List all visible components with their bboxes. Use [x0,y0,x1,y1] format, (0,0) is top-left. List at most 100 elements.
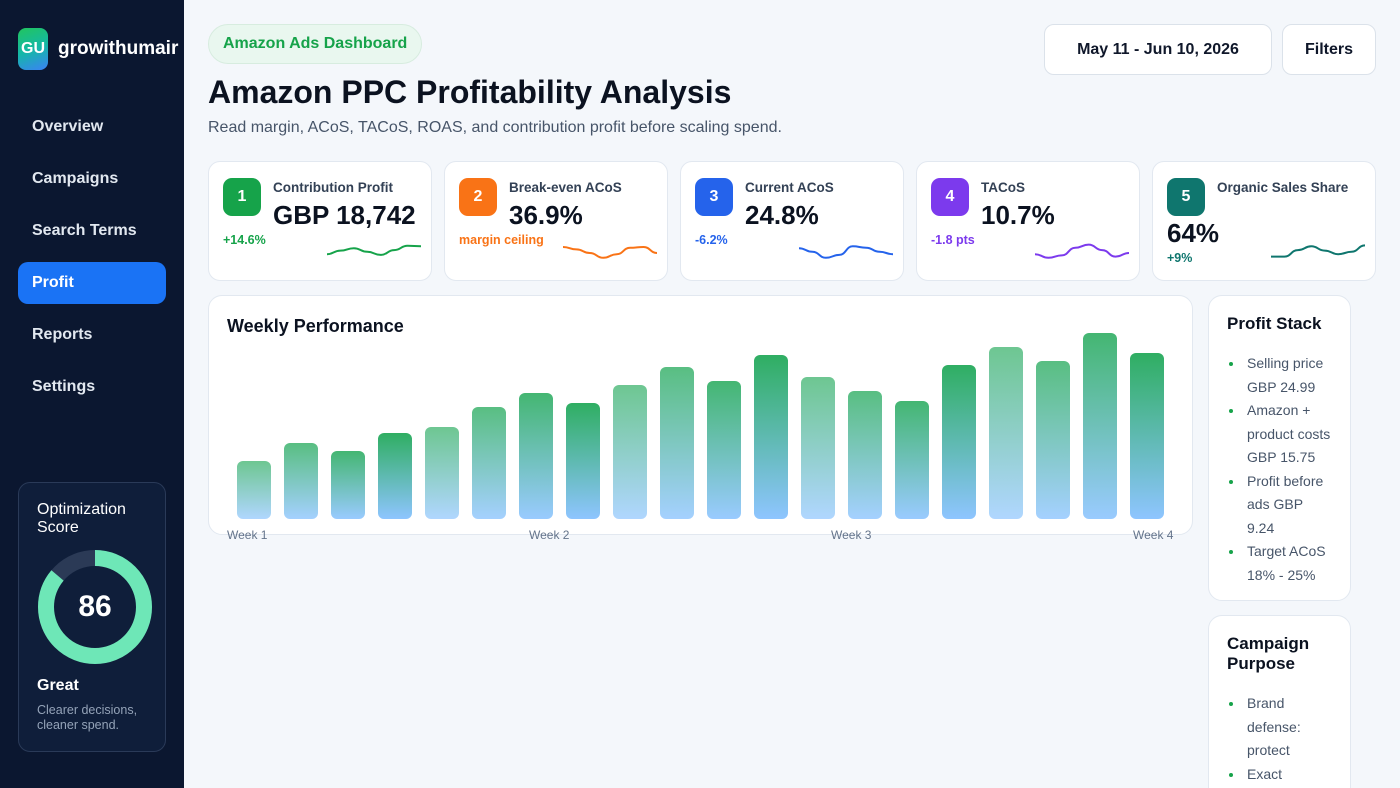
tick-labels-group: Week 1 Week 2 Week 3 Week 4 [227,528,1174,542]
kpi-sparkline [327,244,421,256]
x-tick-label: Week 4 [1133,528,1174,542]
sidebar-item-settings[interactable]: Settings [32,378,96,395]
optimization-score-value: 86 [78,590,112,623]
list-item: Amazon + product costs GBP 15.75 [1227,399,1332,470]
sidebar-item-overview[interactable]: Overview [32,118,104,135]
optimization-description: Clearer decisions, cleaner spend. [37,703,138,732]
page-title: Amazon PPC Profitability Analysis [208,74,732,110]
kpi-number-badge: 3 [695,178,733,216]
kpi-delta: -1.8 pts [931,233,975,247]
campaign-purpose-title: Campaign Purpose [1227,634,1310,673]
chart-bar [237,461,271,519]
chart-bar [425,427,459,519]
kpi-value: 10.7% [981,200,1055,230]
profit-stack-title: Profit Stack [1227,314,1322,333]
list-item: Profit before ads GBP 9.24 [1227,470,1332,541]
brand-name: growithumair [58,38,179,59]
kpi-delta: +9% [1167,251,1193,265]
optimization-score-title: Optimization Score [37,501,126,536]
kpi-number-badge: 1 [223,178,261,216]
chart-bar [472,407,506,519]
chart-bar [660,367,694,519]
kpi-label: Organic Sales Share [1217,180,1349,195]
chart-bar [1130,353,1164,519]
kpi-label: Contribution Profit [273,180,393,195]
chart-bar [613,385,647,519]
campaign-purpose-card: Campaign Purpose Brand defense: protect … [1208,615,1351,788]
kpi-card-tacos[interactable]: 4 TACoS 10.7% -1.8 pts [916,161,1140,281]
kpi-card-current-acos[interactable]: 3 Current ACoS 24.8% -6.2% [680,161,904,281]
x-tick-label: Week 2 [529,528,570,542]
chart-bar [519,393,553,519]
chart-bar [284,443,318,519]
filters-button[interactable]: Filters [1282,24,1376,75]
kpi-sparkline [563,245,657,259]
kpi-value: 24.8% [745,200,819,230]
optimization-grade: Great [37,677,79,694]
kpi-value: 36.9% [509,200,583,230]
weekly-performance-title: Weekly Performance [227,316,404,336]
page-subtitle: Read margin, ACoS, TACoS, ROAS, and cont… [208,119,782,136]
chart-bar [801,377,835,519]
kpi-number-badge: 5 [1167,178,1205,216]
chart-bar [895,401,929,519]
profit-stack-card: Profit Stack Selling price GBP 24.99 Ama… [1208,295,1351,601]
kpi-label: Current ACoS [745,180,834,195]
brand-logo: GU [18,28,48,70]
sidebar: GU growithumair Overview Campaigns Searc… [0,0,184,788]
chart-bar [566,403,600,519]
optimization-score-donut: 86 [37,549,153,665]
optimization-score-card: Optimization Score 86 Great Clearer deci… [18,482,166,752]
kpi-delta: margin ceiling [459,233,544,247]
bars-group [237,333,1164,519]
weekly-performance-card: Week 1 Week 2 Week 3 Week 4 Weekly Performa… [208,295,1193,542]
chart-bar [1036,361,1070,519]
donut-chart [38,550,152,664]
chart-bar [942,365,976,519]
kpi-sparkline [1271,244,1365,258]
kpi-value: GBP 18,742 [273,200,416,230]
dashboard-badge: Amazon Ads Dashboard [208,24,423,64]
kpi-value: 64% [1167,218,1220,248]
kpi-card-contribution-profit[interactable]: 1 Contribution Profit GBP 18,742 +14.6% [208,161,432,281]
kpi-number-badge: 4 [931,178,969,216]
x-tick-label: Week 3 [831,528,872,542]
sparkline-path [1271,244,1365,258]
list-item: Brand defense: protect [1227,692,1332,763]
sparkline-path [563,245,657,259]
chart-bar [707,381,741,519]
chart-bar [378,433,412,519]
date-range-button[interactable]: May 11 - Jun 10, 2026 [1044,24,1272,75]
chart-bar [989,347,1023,519]
kpi-delta: -6.2% [695,233,728,247]
list-item: Target ACoS 18% - 25% [1227,540,1332,587]
kpi-card-organic-sales-share[interactable]: 5 Organic Sales Share 64% +9% [1152,161,1376,281]
kpi-card-break-even-acos[interactable]: 2 Break-even ACoS 36.9% margin ceiling [444,161,668,281]
kpi-delta: +14.6% [223,233,266,247]
kpi-sparkline [1035,243,1129,259]
sidebar-nav: Overview Campaigns Search Terms Profit R… [18,106,166,418]
chart-bar [848,391,882,519]
x-tick-label: Week 1 [227,528,268,542]
sparkline-path [799,245,893,259]
chart-bar [1083,333,1117,519]
kpi-number-badge: 2 [459,178,497,216]
sparkline-path [1035,243,1129,259]
kpi-label: TACoS [981,180,1025,195]
weekly-performance-chart: Week 1 Week 2 Week 3 Week 4 [227,333,1174,542]
sparkline-path [327,244,421,256]
chart-bar [754,355,788,519]
donut-arc [38,550,152,664]
chart-bar [331,451,365,519]
kpi-sparkline [799,245,893,259]
list-item: Selling price GBP 24.99 [1227,352,1332,399]
campaign-purpose-list: Brand defense: protect Exact winners: [1227,692,1332,788]
sidebar-item-reports[interactable]: Reports [32,326,93,343]
kpi-label: Break-even ACoS [509,180,622,195]
sidebar-item-campaigns[interactable]: Campaigns [32,170,119,187]
profit-stack-list: Selling price GBP 24.99 Amazon + product… [1227,352,1332,587]
list-item: Exact winners: [1227,763,1332,788]
sidebar-item-profit[interactable]: Profit [18,262,166,304]
sidebar-item-search-terms[interactable]: Search Terms [32,222,137,239]
brand[interactable]: GU growithumair [18,28,184,70]
